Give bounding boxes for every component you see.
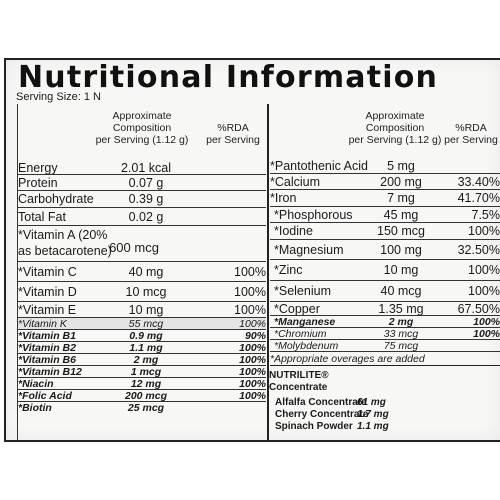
- table-row: *Vitamin A (20% as betacarotene) 600 mcg: [18, 226, 266, 262]
- table-row: *Magnesium 100 mg 32.50%: [270, 240, 500, 260]
- divider: [17, 104, 18, 440]
- page-title: Nutritional Information: [18, 60, 439, 95]
- left-amount-header: Approximate Composition per Serving (1.1…: [95, 110, 189, 146]
- list-item: Spinach Powder 1.1 mg: [275, 421, 389, 432]
- table-row: *Folic Acid 200 mcg 100%: [18, 389, 266, 402]
- table-row: *Molybdenum 75 mcg: [270, 340, 500, 352]
- table-row: *Vitamin B2 1.1 mg 100%: [18, 341, 266, 354]
- table-row: Protein 0.07 g: [18, 175, 266, 191]
- list-item: Cherry Concentrate 1.7 mg: [275, 409, 389, 420]
- serving-size: Serving Size: 1 N: [16, 91, 101, 103]
- table-row: Total Fat 0.02 g: [18, 208, 266, 226]
- table-row: *Vitamin E 10 mg 100%: [18, 302, 266, 318]
- right-rda-header: %RDA per Serving: [444, 122, 498, 146]
- table-row: *Copper 1.35 mg 67.50%: [270, 302, 500, 316]
- table-row: Carbohydrate 0.39 g: [18, 191, 266, 208]
- right-amount-header: Approximate Composition per Serving (1.1…: [348, 110, 442, 146]
- list-item: Alfalfa Concentrate 61 mg: [275, 397, 386, 408]
- left-rda-header: %RDA per Serving: [206, 122, 260, 146]
- table-row: *Vitamin B6 2 mg 100%: [18, 353, 266, 366]
- table-row: *Vitamin K 55 mcg 100%: [18, 317, 266, 330]
- table-row: *Calcium 200 mg 33.40%: [270, 174, 500, 190]
- table-row: *Biotin 25 mcg: [18, 402, 165, 414]
- table-row: *Chromium 33 mcg 100%: [270, 328, 500, 340]
- nutrilite-subheading: Concentrate: [269, 382, 328, 393]
- overages-note: *Appropriate overages are added: [270, 352, 500, 366]
- nutrilite-heading: NUTRILITE®: [269, 370, 329, 381]
- table-row: Energy 2.01 kcal: [18, 161, 266, 175]
- table-row: *Vitamin D 10 mcg 100%: [18, 282, 266, 302]
- table-row: *Vitamin B1 0.9 mg 90%: [18, 329, 266, 342]
- table-row: *Iodine 150 mcg 100%: [270, 223, 500, 240]
- table-row: *Selenium 40 mcg 100%: [270, 281, 500, 302]
- table-row: *Manganese 2 mg 100%: [270, 316, 500, 328]
- column-divider: [267, 104, 269, 440]
- nutrition-label: Nutritional Information Serving Size: 1 …: [4, 58, 500, 442]
- table-row: *Iron 7 mg 41.70%: [270, 191, 500, 207]
- table-row: *Zinc 10 mg 100%: [270, 260, 500, 281]
- table-row: *Pantothenic Acid 5 mg: [270, 158, 500, 174]
- table-row: *Vitamin B12 1 mcg 100%: [18, 365, 266, 378]
- table-row: *Vitamin C 40 mg 100%: [18, 262, 266, 282]
- table-row: *Niacin 12 mg 100%: [18, 377, 266, 390]
- table-row: *Phosphorous 45 mg 7.5%: [270, 207, 500, 223]
